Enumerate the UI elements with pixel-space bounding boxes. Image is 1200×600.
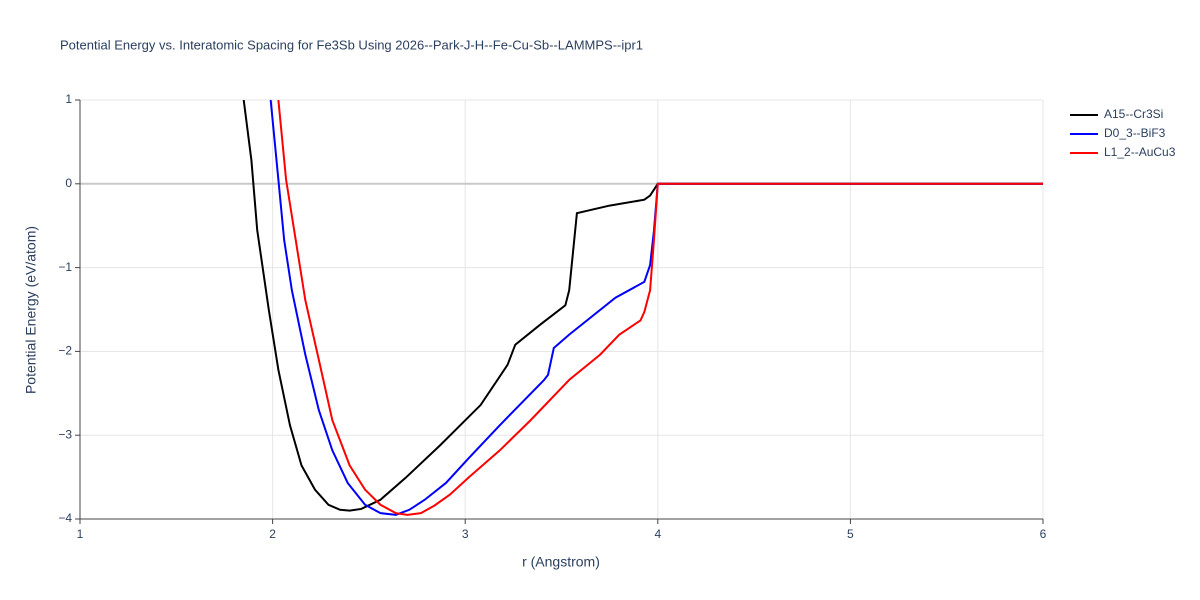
line-series	[277, 100, 1043, 516]
legend-label: L1_2--AuCu3	[1104, 145, 1176, 159]
x-tick-label: 6	[1040, 527, 1047, 541]
y-tick-label: −3	[58, 427, 72, 441]
y-tick-label: −1	[58, 260, 72, 274]
x-tick-label: 4	[654, 527, 661, 541]
chart-title: Potential Energy vs. Interatomic Spacing…	[60, 37, 643, 52]
x-tick-label: 3	[462, 527, 469, 541]
y-tick-label: −4	[58, 511, 72, 525]
y-tick-label: 1	[65, 92, 72, 106]
x-axis-title: r (Angstrom)	[522, 554, 600, 570]
y-tick-label: 0	[65, 176, 72, 190]
x-tick-label: 5	[847, 527, 854, 541]
y-axis-title: Potential Energy (eV/atom)	[23, 226, 39, 394]
legend-label: A15--Cr3Si	[1104, 107, 1163, 121]
y-tick-label: −2	[58, 344, 72, 358]
line-series	[269, 100, 1043, 516]
x-tick-label: 1	[77, 527, 84, 541]
plot-area	[242, 100, 1043, 516]
line-series	[242, 100, 1043, 512]
legend-label: D0_3--BiF3	[1104, 126, 1166, 140]
x-tick-label: 2	[269, 527, 276, 541]
